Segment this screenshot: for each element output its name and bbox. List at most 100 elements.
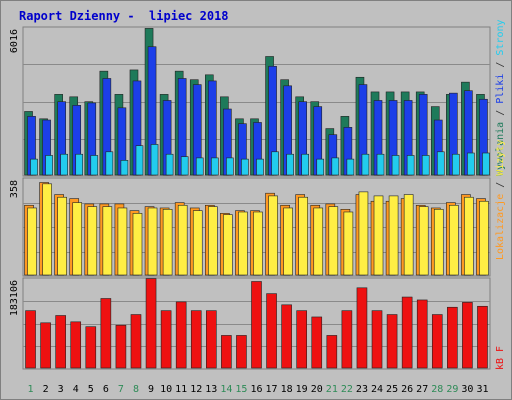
bar-hits-s2-d2: [45, 155, 53, 176]
legend-top-part-1: /: [495, 104, 506, 122]
bar-hits-s2-d4: [75, 153, 84, 176]
bar-visits-s1-d18: [283, 207, 293, 276]
legend-bottom: kB F: [495, 346, 506, 370]
bar-hits-s2-d24: [376, 153, 385, 176]
bar-kb-s0-d23: [356, 287, 368, 369]
bar-hits-s2-d9: [150, 144, 159, 176]
bar-visits-s1-d4: [72, 202, 83, 276]
bar-visits-s1-d10: [162, 209, 173, 276]
day-label-27: 27: [416, 384, 428, 395]
day-label-20: 20: [311, 384, 323, 395]
bar-visits-s1-d12: [192, 210, 203, 276]
bar-kb-s0-d5: [85, 326, 97, 369]
bar-hits-s2-d30: [467, 152, 475, 176]
bar-kb-s0-d10: [160, 310, 172, 369]
bar-kb-s0-d11: [175, 301, 187, 369]
day-label-25: 25: [386, 384, 398, 395]
chart-title: Raport Dzienny - lipiec 2018: [19, 9, 229, 23]
day-label-16: 16: [250, 384, 262, 395]
day-label-12: 12: [190, 384, 202, 395]
day-label-11: 11: [175, 384, 187, 395]
bar-visits-s1-d8: [132, 213, 143, 276]
bar-hits-s2-d16: [256, 158, 264, 176]
bar-visits-s1-d25: [388, 195, 399, 276]
day-label-6: 6: [103, 384, 109, 395]
bar-hits-s2-d21: [331, 157, 340, 176]
bar-kb-s0-d4: [70, 321, 82, 369]
bar-kb-s0-d18: [281, 304, 292, 369]
bar-visits-s1-d6: [102, 206, 113, 276]
day-label-18: 18: [281, 384, 293, 395]
bar-visits-s1-d30: [464, 196, 474, 276]
bar-visits-s1-d23: [358, 191, 369, 276]
day-label-14: 14: [220, 384, 232, 395]
bar-hits-s2-d11: [180, 156, 189, 176]
bar-visits-s1-d22: [343, 211, 354, 276]
bar-visits-s1-d20: [313, 207, 324, 276]
bar-kb-s0-d24: [371, 310, 383, 369]
bar-hits-s2-d6: [105, 151, 114, 176]
bar-hits-s2-d23: [361, 153, 370, 176]
legend-mid-part-0: Lokalizacje: [495, 194, 506, 260]
bar-kb-s0-d15: [236, 335, 247, 369]
bar-hits-s2-d29: [452, 153, 460, 176]
bar-kb-s0-d26: [401, 296, 413, 369]
legend-bottom-part-0: kB F: [495, 346, 506, 370]
bar-kb-s0-d22: [341, 310, 353, 369]
bar-visits-s1-d17: [268, 195, 278, 276]
bar-visits-s1-d3: [57, 196, 67, 276]
day-label-7: 7: [118, 384, 124, 395]
bar-visits-s1-d1: [27, 207, 37, 276]
day-label-23: 23: [356, 384, 368, 395]
bar-hits-s2-d15: [241, 158, 249, 176]
bar-visits-s1-d2: [42, 183, 52, 276]
bar-hits-s2-d25: [391, 155, 400, 176]
bar-visits-s1-d16: [253, 211, 263, 276]
bar-hits-s2-d5: [90, 155, 99, 176]
bar-visits-s1-d15: [238, 211, 248, 276]
bar-hits-s2-d3: [60, 153, 68, 176]
bar-visits-s1-d5: [87, 206, 98, 276]
bar-kb-s0-d27: [416, 299, 428, 369]
bar-hits-s2-d20: [316, 158, 325, 176]
bar-kb-s0-d17: [266, 293, 277, 369]
day-label-30: 30: [461, 384, 473, 395]
day-label-3: 3: [58, 384, 64, 395]
bar-visits-s1-d31: [479, 200, 489, 276]
bar-visits-s1-d19: [298, 196, 308, 276]
bar-hits-s2-d12: [195, 157, 204, 176]
bar-visits-s1-d27: [418, 206, 429, 276]
day-label-26: 26: [401, 384, 413, 395]
day-label-24: 24: [371, 384, 383, 395]
day-label-1: 1: [28, 384, 34, 395]
bar-kb-s0-d1: [25, 310, 36, 369]
bar-visits-s1-d24: [373, 195, 384, 276]
max-label-hits: 6016: [9, 29, 20, 53]
bar-hits-s2-d1: [30, 158, 38, 176]
bar-visits-s1-d13: [208, 206, 218, 276]
bar-kb-s0-d13: [206, 310, 217, 369]
day-label-10: 10: [160, 384, 172, 395]
day-label-9: 9: [148, 384, 154, 395]
bar-hits-s2-d26: [406, 155, 415, 176]
max-label-kb: 183106: [9, 280, 20, 316]
bar-visits-s1-d21: [328, 206, 339, 276]
bar-hits-s2-d28: [436, 151, 445, 176]
bar-visits-s1-d7: [117, 207, 128, 276]
bar-kb-s0-d9: [145, 278, 157, 369]
bar-visits-s1-d29: [449, 204, 459, 276]
day-label-15: 15: [235, 384, 247, 395]
day-label-19: 19: [296, 384, 308, 395]
bar-kb-s0-d19: [296, 310, 307, 369]
max-label-visits: 358: [9, 180, 20, 198]
legend-top-part-0: Wywołania: [495, 122, 506, 176]
bar-kb-s0-d28: [431, 314, 443, 369]
bar-kb-s0-d30: [462, 302, 473, 369]
bar-kb-s0-d29: [447, 306, 458, 369]
bar-kb-s0-d8: [130, 314, 142, 369]
bar-hits-s2-d17: [271, 151, 279, 176]
bar-kb-s0-d12: [190, 310, 202, 369]
legend-mid-part-1: /: [495, 176, 506, 194]
bar-visits-s1-d28: [433, 209, 444, 276]
